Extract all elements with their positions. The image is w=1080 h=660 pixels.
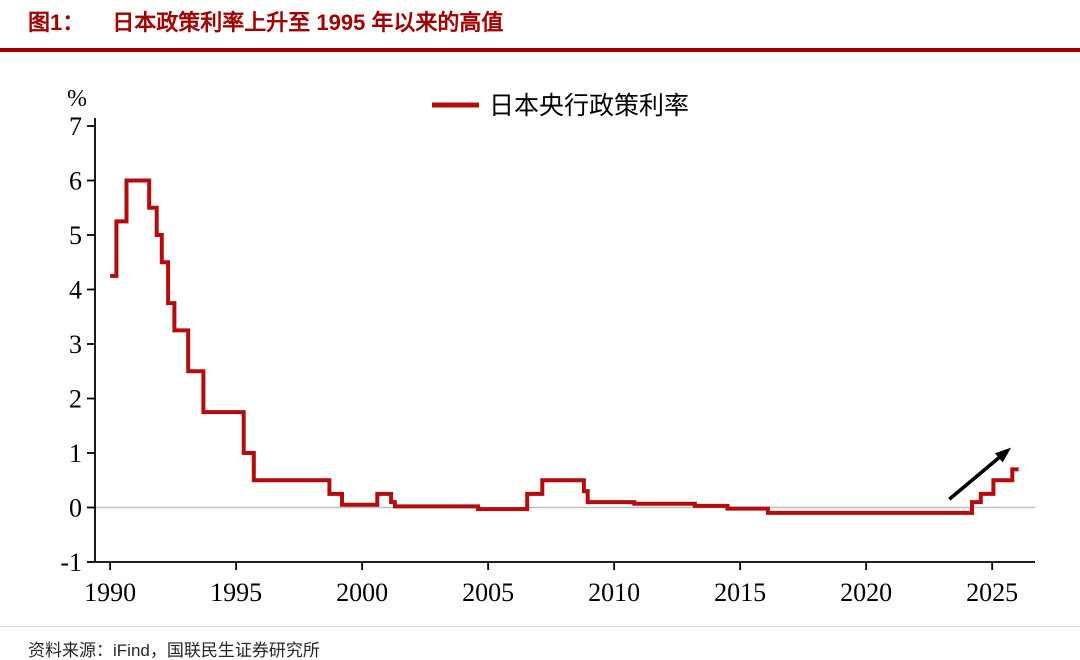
x-tick-label: 2020 [840,578,892,607]
y-tick-label: -1 [60,548,82,577]
x-tick-label: 2005 [462,578,514,607]
figure-footer: 资料来源：iFind，国联民生证券研究所 [0,626,1080,660]
chart-area: -1 0 1 2 3 4 5 6 7 1990 1995 2000 2005 2010 2015 2020 20… [0,54,1080,626]
policy-rate-line [110,178,1019,515]
y-tick-label: 7 [69,112,82,141]
y-tick-label: 1 [69,439,82,468]
x-tick-label: 2025 [966,578,1018,607]
x-tick-label: 1995 [210,578,262,607]
figure-label: 图1： [28,10,85,35]
y-tick-label: 3 [69,330,82,359]
x-tick-label: 2015 [714,578,766,607]
trend-arrow-shaft [948,451,1007,501]
y-tick-label: 0 [69,494,82,523]
x-tick-label: 2000 [336,578,388,607]
figure-header: 图1： 日本政策利率上升至 1995 年以来的高值 [0,0,1080,52]
y-axis-unit-label: % [67,86,87,112]
y-tick-label: 2 [69,385,82,414]
policy-rate-chart: -1 0 1 2 3 4 5 6 7 1990 1995 2000 2005 2010 2015 2020 20… [60,86,1035,607]
y-tick-label: 4 [69,276,82,305]
x-tick-label: 1990 [84,578,136,607]
source-text: 资料来源：iFind，国联民生证券研究所 [28,641,320,660]
x-tick-label: 2010 [588,578,640,607]
legend-label: 日本央行政策利率 [489,92,689,120]
y-tick-label: 5 [69,221,82,250]
trend-arrow-head [994,447,1012,463]
y-tick-label: 6 [69,167,82,196]
figure-title: 日本政策利率上升至 1995 年以来的高值 [112,10,504,35]
